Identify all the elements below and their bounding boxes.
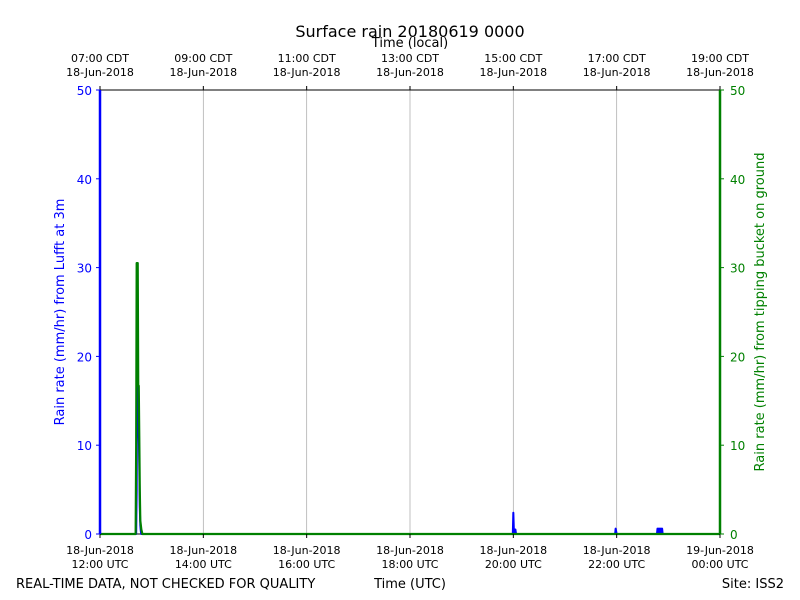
bottom-tick-label-4: 18-Jun-2018 20:00 UTC	[479, 544, 547, 571]
right-y-tick-label-1: 10	[730, 439, 745, 453]
right-rain-rate-series	[100, 262, 720, 536]
right-y-tick-label-4: 40	[730, 173, 745, 187]
left-y-tick-label-0: 0	[84, 528, 92, 542]
left-y-tick-label-3: 30	[77, 262, 92, 276]
top-tick-label-2: 11:00 CDT 18-Jun-2018	[273, 52, 341, 79]
top-tick-label-1: 09:00 CDT 18-Jun-2018	[169, 52, 237, 79]
site-label: Site: ISS2	[722, 577, 784, 592]
top-axis-label: Time (local)	[371, 36, 448, 51]
x-axis-label: Time (UTC)	[373, 577, 446, 592]
left-y-tick-label-1: 10	[77, 439, 92, 453]
top-tick-label-5: 17:00 CDT 18-Jun-2018	[583, 52, 651, 79]
axis-ticks: 18-Jun-2018 12:00 UTC 18-Jun-2018 14:00 UTC…	[66, 52, 754, 571]
left-y-tick-label-4: 40	[77, 173, 92, 187]
bottom-tick-label-2: 18-Jun-2018 16:00 UTC	[273, 544, 341, 571]
bottom-tick-label-3: 18-Jun-2018 18:00 UTC	[376, 544, 444, 571]
chart-title: Surface rain 20180619 0000	[295, 22, 524, 41]
bottom-tick-label-1: 18-Jun-2018 14:00 UTC	[169, 544, 237, 571]
right-y-tick-label-0: 0	[730, 528, 738, 542]
top-tick-label-4: 15:00 CDT 18-Jun-2018	[479, 52, 547, 79]
series-layer	[100, 262, 720, 536]
top-tick-label-6: 19:00 CDT 18-Jun-2018	[686, 52, 754, 79]
grid-lines	[202, 90, 618, 534]
bottom-tick-label-6: 19-Jun-2018 00:00 UTC	[686, 544, 754, 571]
quality-note: REAL-TIME DATA, NOT CHECKED FOR QUALITY	[16, 577, 315, 592]
right-y-tick-label-2: 20	[730, 350, 745, 364]
top-tick-label-3: 13:00 CDT 18-Jun-2018	[376, 52, 444, 79]
left-y-tick-label-5: 50	[77, 84, 92, 98]
left-y-tick-label-2: 20	[77, 350, 92, 364]
right-y-axis-label: Rain rate (mm/hr) from tipping bucket on…	[753, 153, 768, 472]
right-y-tick-label-5: 50	[730, 84, 745, 98]
top-tick-label-0: 07:00 CDT 18-Jun-2018	[66, 52, 134, 79]
right-y-tick-label-3: 30	[730, 262, 745, 276]
bottom-tick-label-5: 18-Jun-2018 22:00 UTC	[583, 544, 651, 571]
left-y-axis-label: Rain rate (mm/hr) from Lufft at 3m	[53, 199, 68, 426]
bottom-tick-label-0: 18-Jun-2018 12:00 UTC	[66, 544, 134, 571]
